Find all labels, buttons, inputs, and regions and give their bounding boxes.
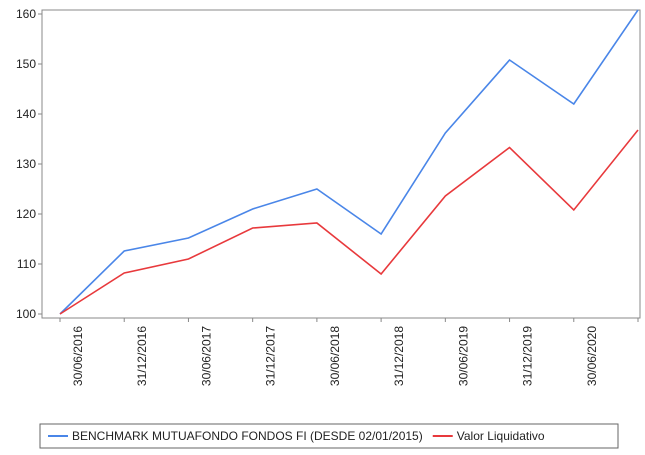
series-line [59, 9, 639, 315]
legend-label: BENCHMARK MUTUAFONDO FONDOS FI (DESDE 02… [72, 429, 423, 443]
legend [39, 423, 619, 449]
x-tick-label: 31/12/2019 [521, 326, 535, 386]
y-tick-label: 140 [16, 107, 36, 121]
x-tick-label: 30/06/2018 [328, 326, 342, 386]
x-tick-label: 30/06/2019 [456, 326, 470, 386]
series-line [59, 129, 639, 315]
plot-area [41, 9, 641, 319]
x-tick-label: 31/12/2017 [264, 326, 278, 386]
y-tick-label: 100 [16, 307, 36, 321]
x-tick-label: 30/06/2017 [199, 326, 213, 386]
y-tick-label: 150 [16, 57, 36, 71]
legend-label: Valor Liquidativo [457, 429, 545, 443]
x-tick-label: 30/06/2016 [71, 326, 85, 386]
y-tick-label: 110 [17, 257, 36, 271]
x-tick-label: 31/12/2016 [135, 326, 149, 386]
y-tick-label: 130 [16, 157, 36, 171]
y-tick-label: 160 [16, 7, 36, 21]
y-tick-label: 120 [16, 207, 36, 221]
x-tick-label: 31/12/2018 [392, 326, 406, 386]
x-tick-label: 30/06/2020 [585, 326, 599, 386]
